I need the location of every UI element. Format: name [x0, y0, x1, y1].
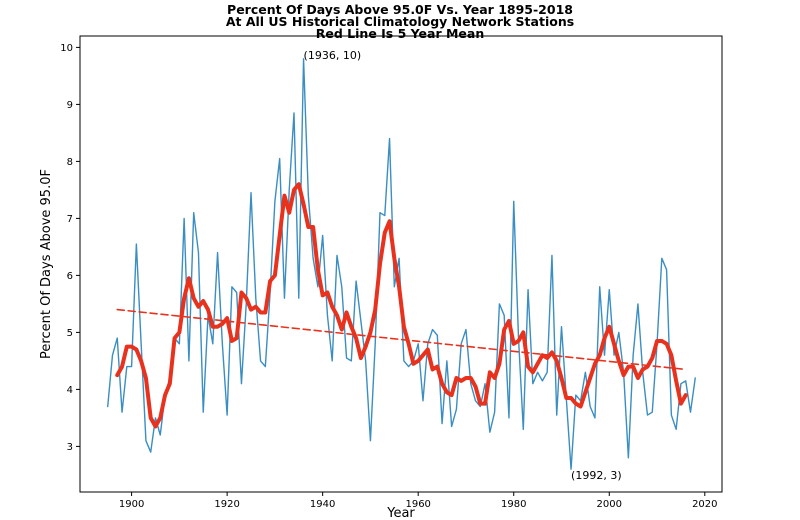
x-axis-label: Year — [386, 506, 415, 520]
plot-frame — [79, 35, 723, 493]
series-line — [107, 58, 696, 470]
y-tick-label: 8 — [67, 157, 73, 168]
y-tick-label: 5 — [67, 328, 73, 339]
y-tick-label: 6 — [67, 271, 73, 282]
annotation: (1936, 10) — [304, 49, 362, 62]
x-tick-label: 1980 — [501, 499, 526, 510]
x-tick-label: 1940 — [310, 499, 335, 510]
chart-title: Red Line Is 5 Year Mean — [316, 26, 484, 41]
y-tick-label: 9 — [67, 100, 73, 111]
chart-title: Percent Of Days Above 95.0F Vs. Year 189… — [227, 2, 573, 17]
annotation: (1992, 3) — [571, 469, 622, 482]
trend-line — [116, 308, 687, 371]
x-tick-label: 1920 — [214, 499, 239, 510]
y-tick-label: 10 — [60, 43, 73, 54]
y-axis-label: Percent Of Days Above 95.0F — [39, 169, 54, 359]
y-tick-label: 7 — [67, 214, 73, 225]
x-tick-label: 2000 — [597, 499, 622, 510]
chart-title: At All US Historical Climatology Network… — [226, 14, 574, 29]
y-tick-label: 3 — [67, 442, 73, 453]
x-tick-label: 1960 — [405, 499, 430, 510]
x-tick-label: 1900 — [119, 499, 144, 510]
series-line — [115, 182, 688, 429]
y-tick-label: 4 — [67, 385, 73, 396]
x-tick-label: 2020 — [692, 499, 717, 510]
